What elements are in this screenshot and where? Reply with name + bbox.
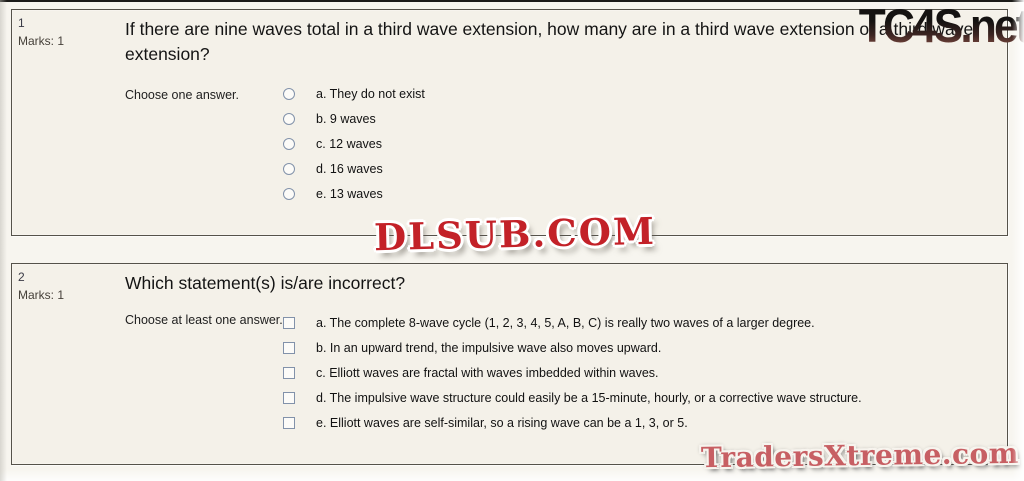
option-label[interactable]: a. They do not exist: [316, 86, 425, 101]
question-1-marks: Marks: 1: [18, 34, 65, 48]
radio-button-icon[interactable]: [283, 87, 295, 100]
question-2-options: a. The complete 8-wave cycle (1, 2, 3, 4…: [283, 310, 862, 435]
option-label[interactable]: a. The complete 8-wave cycle (1, 2, 3, 4…: [316, 315, 815, 330]
question-1-text: If there are nine waves total in a third…: [125, 19, 974, 64]
option-label[interactable]: e. 13 waves: [316, 186, 383, 201]
question-1-info: 1 Marks: 1: [18, 16, 64, 48]
checkbox-icon[interactable]: [283, 341, 295, 354]
question-2-number: 2: [18, 270, 25, 284]
option-row: e. 13 waves: [283, 181, 425, 206]
option-row: b. 9 waves: [283, 106, 425, 131]
question-2-prompt: Choose at least one answer.: [125, 313, 283, 327]
option-row: a. The complete 8-wave cycle (1, 2, 3, 4…: [283, 310, 862, 335]
option-row: d. 16 waves: [283, 156, 425, 181]
option-row: a. They do not exist: [283, 81, 425, 106]
radio-button-icon[interactable]: [283, 112, 295, 125]
question-2-text: Which statement(s) is/are incorrect?: [125, 273, 406, 293]
option-row: b. In an upward trend, the impulsive wav…: [283, 335, 862, 360]
checkbox-icon[interactable]: [283, 391, 295, 404]
option-label[interactable]: d. The impulsive wave structure could ea…: [316, 390, 862, 405]
option-label[interactable]: d. 16 waves: [316, 161, 383, 176]
option-row: d. The impulsive wave structure could ea…: [283, 385, 862, 410]
option-label[interactable]: e. Elliott waves are self-similar, so a …: [316, 415, 688, 430]
checkbox-icon[interactable]: [283, 316, 295, 329]
radio-button-icon[interactable]: [283, 137, 295, 150]
question-2-box: 2 Marks: 1 Which statement(s) is/are inc…: [11, 263, 1008, 465]
page-top-border: [0, 0, 1024, 2]
question-1-options: a. They do not exist b. 9 waves c. 12 wa…: [283, 81, 425, 206]
checkbox-icon[interactable]: [283, 416, 295, 429]
option-row: c. Elliott waves are fractal with waves …: [283, 360, 862, 385]
option-label[interactable]: b. In an upward trend, the impulsive wav…: [316, 340, 662, 355]
option-label[interactable]: c. Elliott waves are fractal with waves …: [316, 365, 659, 380]
option-row: e. Elliott waves are self-similar, so a …: [283, 410, 862, 435]
checkbox-icon[interactable]: [283, 366, 295, 379]
option-row: c. 12 waves: [283, 131, 425, 156]
radio-button-icon[interactable]: [283, 187, 295, 200]
question-1-number: 1: [18, 16, 25, 30]
option-label[interactable]: c. 12 waves: [316, 136, 383, 151]
question-2-info: 2 Marks: 1: [18, 270, 64, 302]
question-1-box: 1 Marks: 1 If there are nine waves total…: [11, 9, 1008, 236]
option-label[interactable]: b. 9 waves: [316, 111, 376, 126]
radio-button-icon[interactable]: [283, 162, 295, 175]
question-2-marks: Marks: 1: [18, 288, 65, 302]
question-1-prompt: Choose one answer.: [125, 88, 239, 102]
